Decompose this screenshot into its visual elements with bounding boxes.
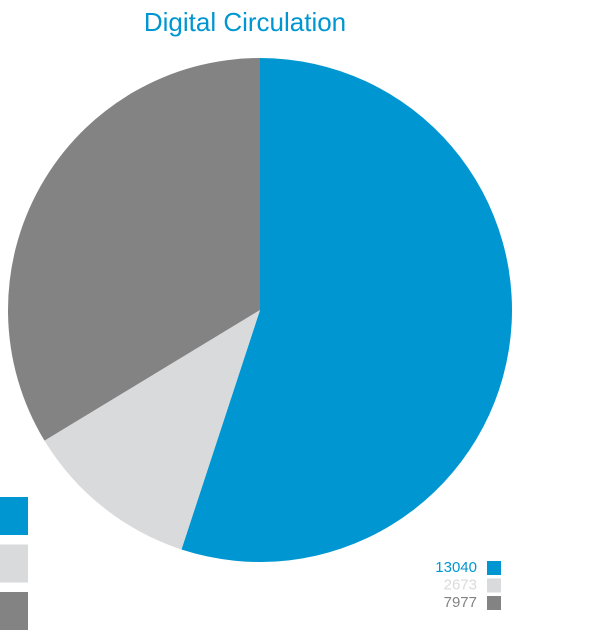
legend-label: 13040	[435, 559, 477, 576]
chart-title: Digital Circulation	[144, 7, 346, 37]
pie-slice	[7, 58, 260, 441]
legend-swatch	[487, 596, 501, 610]
legend-swatch	[487, 561, 501, 575]
legend-swatch-large	[0, 592, 28, 630]
legend-swatch	[487, 578, 501, 593]
pie-slice	[181, 58, 513, 562]
legend-label: 2673	[444, 576, 477, 593]
legend-label: 7977	[444, 594, 477, 611]
legend-swatch-large	[0, 544, 28, 583]
pie-slice	[44, 310, 260, 550]
legend-swatch-large	[0, 497, 28, 535]
